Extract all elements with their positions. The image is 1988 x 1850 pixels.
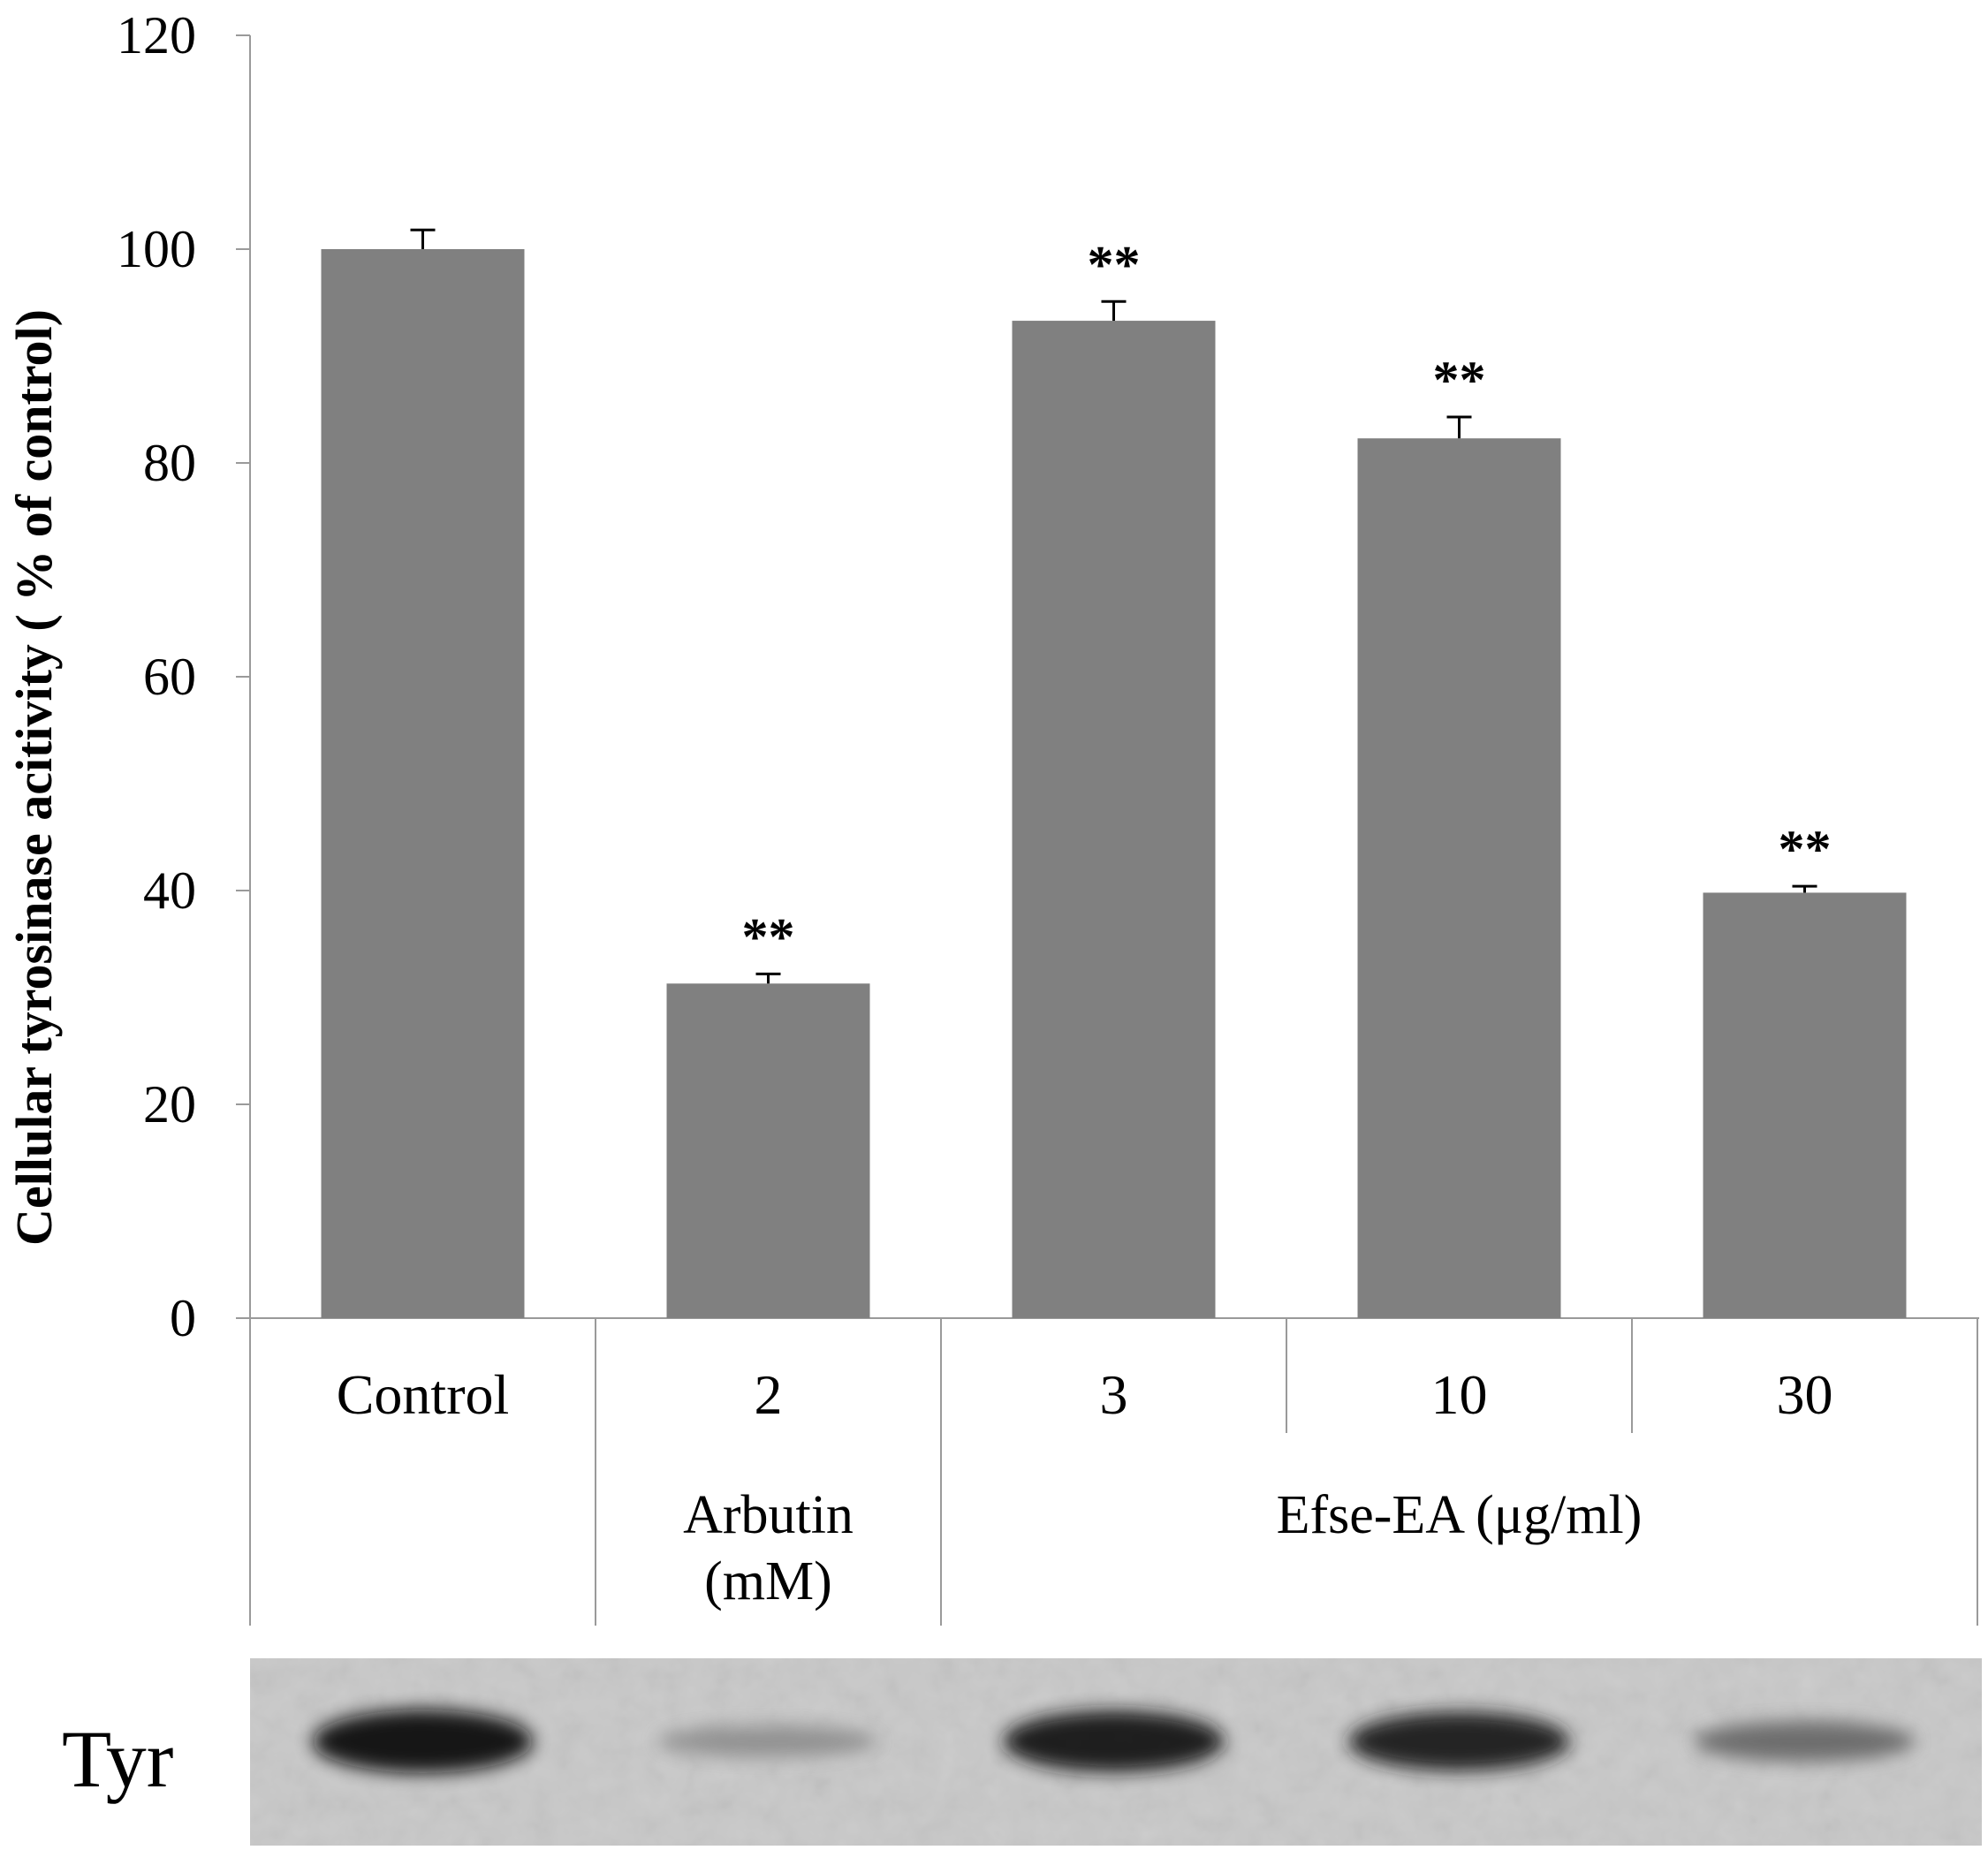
bar: [1012, 321, 1216, 1318]
category-label: Control: [337, 1363, 510, 1426]
blot-band: [657, 1725, 879, 1757]
y-tick-label: 80: [143, 434, 196, 492]
bar: [1703, 892, 1907, 1318]
category-label: 2: [755, 1363, 783, 1426]
category-label: 3: [1100, 1363, 1128, 1426]
y-axis-label: Cellular tyrosinase acitivity ( % of con…: [5, 309, 63, 1246]
bar: [321, 249, 525, 1318]
y-tick-label: 100: [117, 220, 196, 278]
western-blot: Tyr: [62, 1658, 1982, 1846]
blot-band: [1003, 1710, 1225, 1772]
blot-band: [1694, 1721, 1916, 1762]
category-label: 10: [1431, 1363, 1488, 1426]
significance-marker: **: [1088, 235, 1141, 293]
blot-label: Tyr: [62, 1714, 173, 1804]
group-label: (mM): [704, 1551, 832, 1611]
category-label: 30: [1777, 1363, 1833, 1426]
blot-band: [1348, 1711, 1570, 1771]
group-label: Efse-EA (μg/ml): [1277, 1485, 1643, 1545]
significance-marker: **: [1779, 820, 1832, 878]
bars: ** ** ** **: [321, 228, 1907, 1318]
significance-marker: **: [1433, 351, 1486, 409]
y-tick-label: 120: [117, 6, 196, 64]
significance-marker: **: [742, 907, 795, 966]
y-tick-label: 20: [143, 1075, 196, 1134]
bar: [666, 983, 870, 1318]
category-labels: Control 2 3 10 30 Arbutin(mM) Efse-EA (μg/ml): [337, 1363, 1833, 1611]
y-tick-label: 40: [143, 861, 196, 920]
bar: [1357, 438, 1561, 1318]
group-label: Arbutin: [683, 1485, 854, 1545]
y-tick-label: 60: [143, 648, 196, 706]
blot-band: [312, 1710, 534, 1773]
y-tick-label: 0: [170, 1289, 196, 1347]
